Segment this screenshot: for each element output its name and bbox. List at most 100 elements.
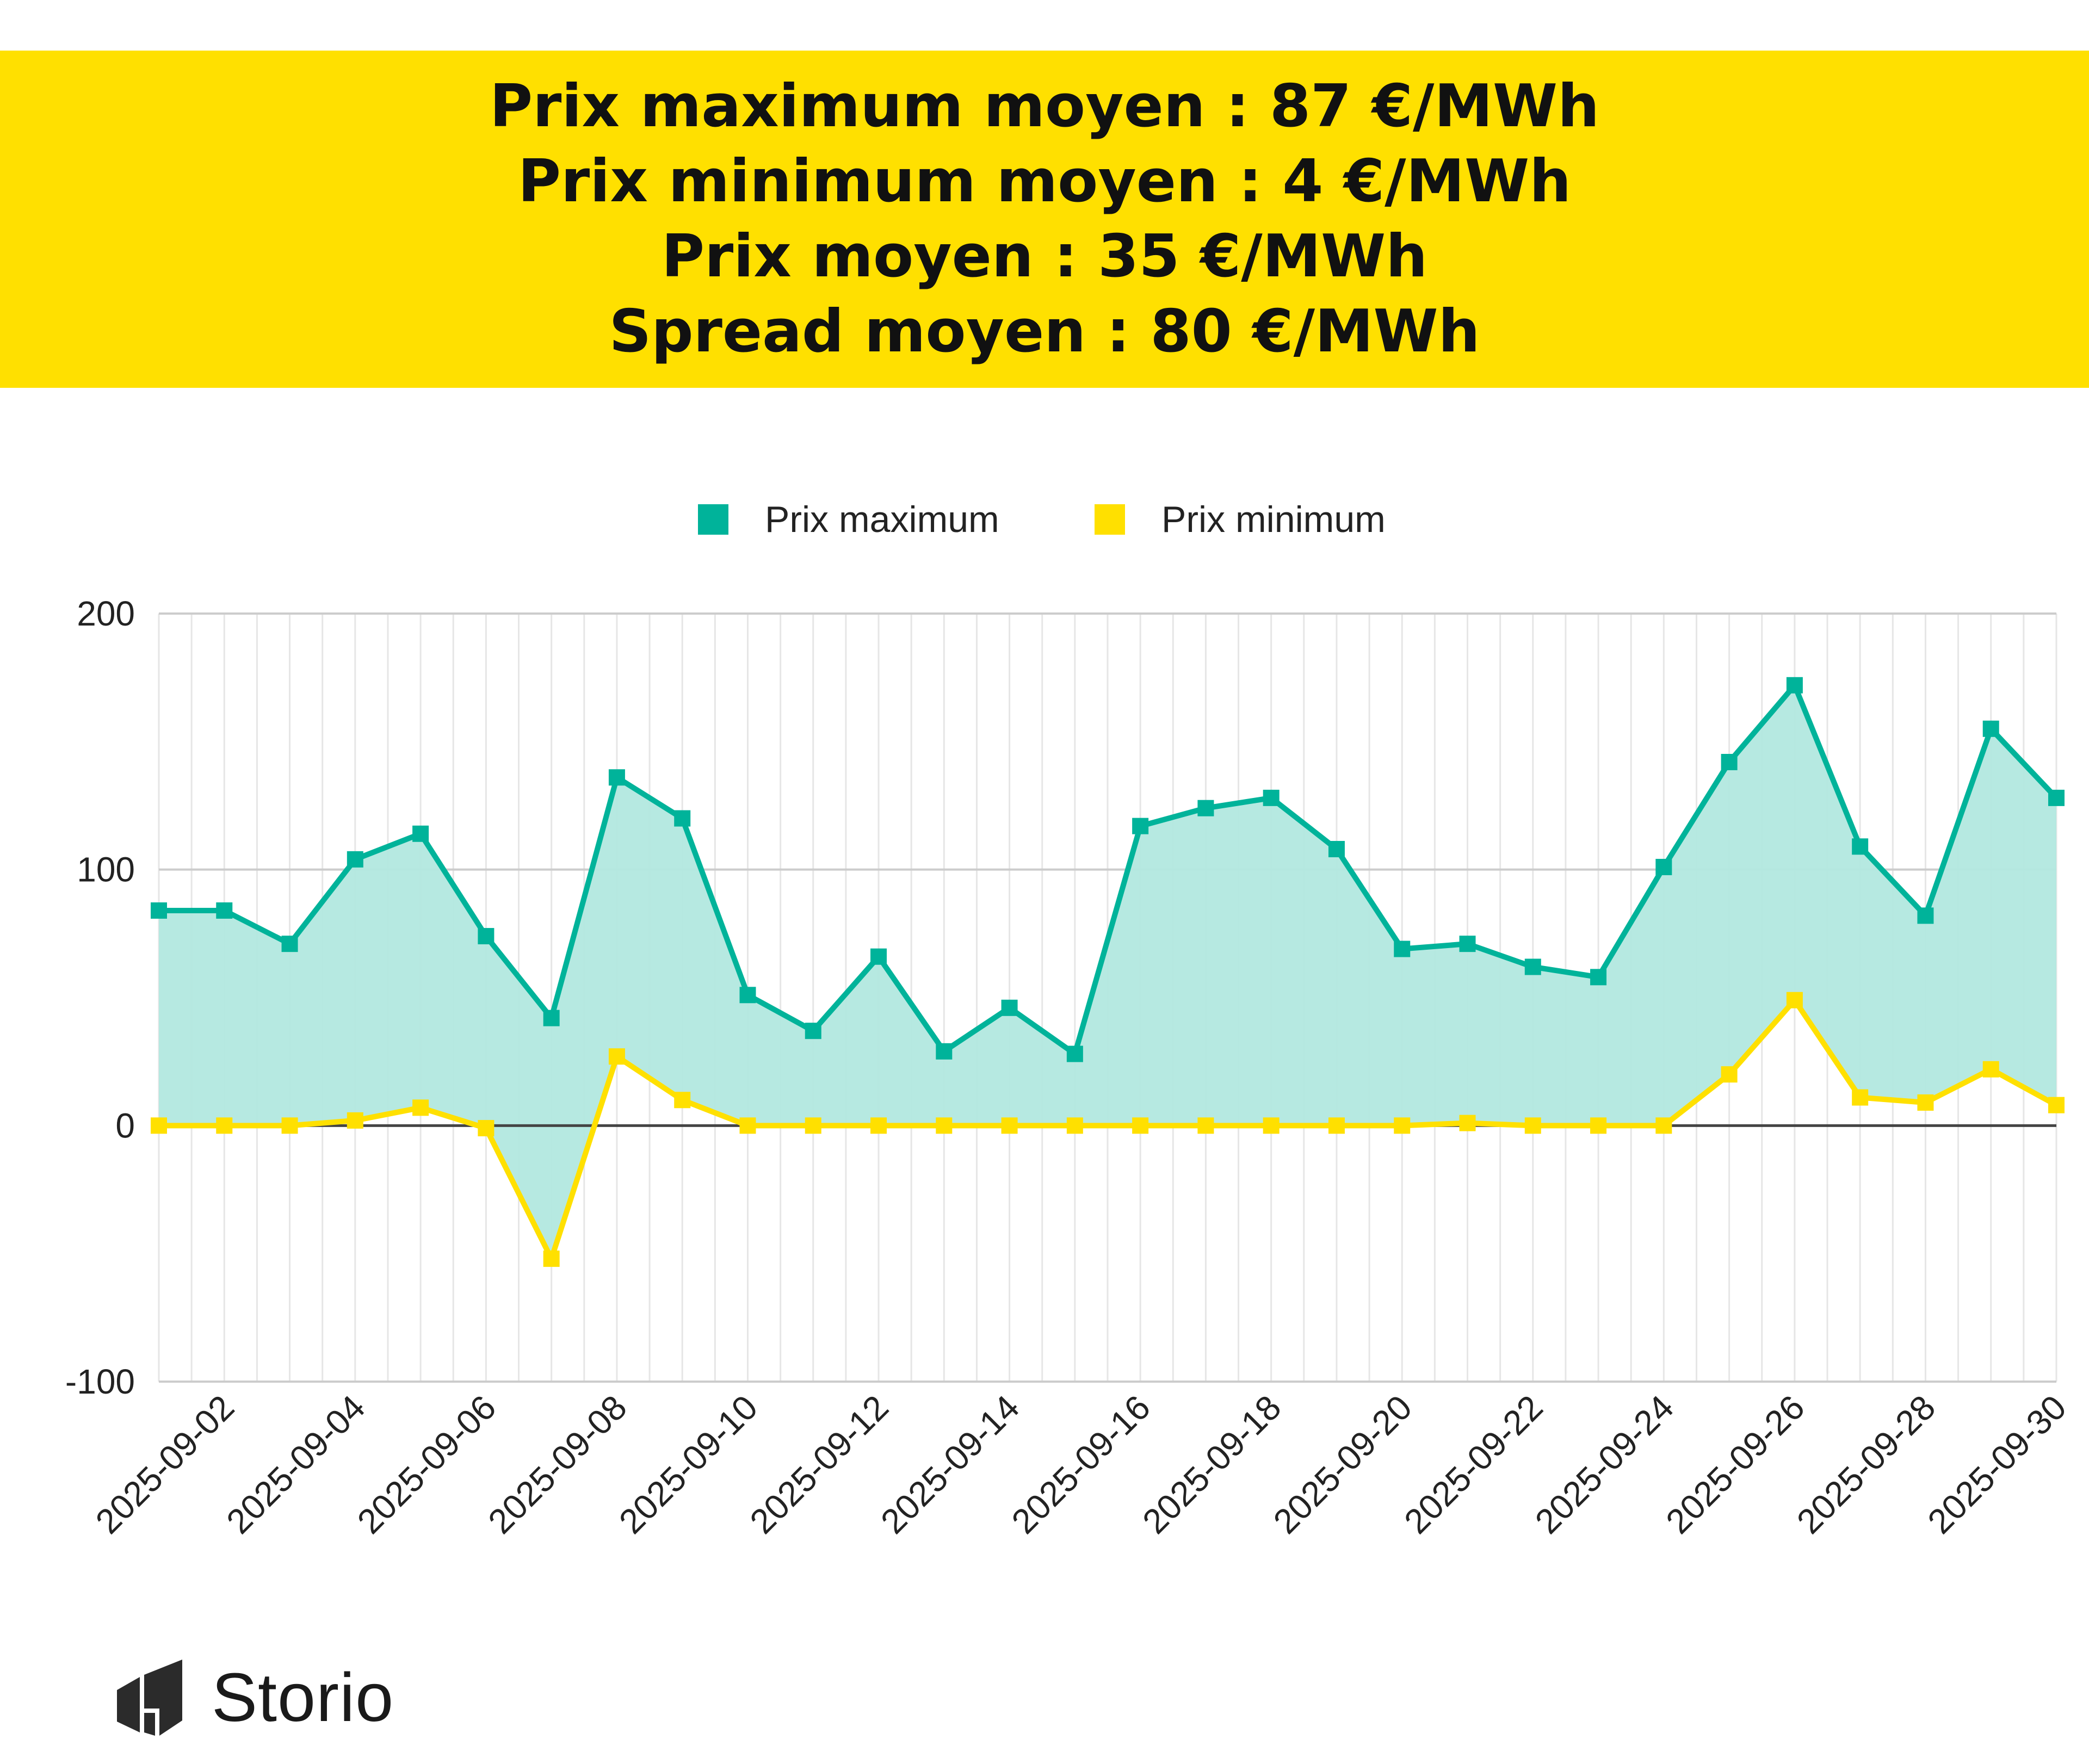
prix-maximum-point (1197, 800, 1214, 816)
y-tick-label: -100 (65, 1362, 135, 1401)
prix-maximum-point (608, 769, 625, 786)
prix-minimum-line (159, 997, 2058, 1262)
prix-minimum-point (1590, 1117, 1607, 1134)
x-tick-label: 2025-09-30 (1920, 1388, 2073, 1541)
x-tick-label: 2025-09-24 (1528, 1388, 1681, 1541)
y-tick-label: 0 (115, 1106, 135, 1145)
x-tick-label: 2025-09-04 (219, 1388, 372, 1541)
prix-maximum-line (159, 682, 2059, 1057)
prix-maximum-point (1721, 753, 1738, 770)
prix-maximum-point (2048, 789, 2065, 806)
prix-minimum-point (412, 1099, 429, 1116)
y-axis-ticks: -100 0 100 200 (65, 594, 135, 1401)
series-points (151, 677, 2065, 1267)
avg-max-price: Prix maximum moyen : 87 €/MWh (490, 72, 1599, 140)
prix-maximum-point (151, 902, 167, 919)
prix-maximum-point (1852, 838, 1869, 855)
spread-fill (159, 685, 2056, 1259)
prix-minimum-point (1001, 1117, 1018, 1134)
prix-maximum-point (1328, 841, 1345, 858)
prix-maximum-point (1655, 858, 1672, 875)
series-lines (159, 682, 2059, 1262)
avg-min-price: Prix minimum moyen : 4 €/MWh (517, 147, 1572, 215)
x-axis-ticks: 2025-09-022025-09-042025-09-062025-09-08… (88, 1388, 2074, 1541)
avg-spread: Spread moyen : 80 €/MWh (609, 298, 1480, 366)
y-tick-label: 100 (77, 850, 135, 889)
x-tick-label: 2025-09-12 (743, 1388, 896, 1541)
prix-maximum-point (1001, 999, 1018, 1016)
avg-price: Prix moyen : 35 €/MWh (661, 222, 1428, 290)
x-tick-label: 2025-09-16 (1004, 1388, 1158, 1541)
y-tick-label: 200 (77, 594, 135, 633)
prix-minimum-point (1852, 1089, 1869, 1106)
prix-minimum-point (870, 1117, 887, 1134)
prix-minimum-point (674, 1092, 691, 1109)
prix-minimum-point (347, 1112, 363, 1129)
x-tick-label: 2025-09-18 (1135, 1388, 1288, 1541)
legend: Prix maximum Prix minimum (698, 499, 1386, 540)
x-tick-label: 2025-09-22 (1396, 1388, 1550, 1541)
prix-maximum-point (674, 810, 691, 827)
prix-maximum-point (1982, 720, 1999, 737)
prix-maximum-point (1590, 969, 1607, 986)
x-tick-label: 2025-09-28 (1789, 1388, 1943, 1541)
x-tick-label: 2025-09-02 (88, 1388, 242, 1541)
prix-maximum-point (739, 987, 756, 1004)
x-tick-label: 2025-09-08 (480, 1388, 634, 1541)
prix-maximum-point (936, 1043, 953, 1060)
prix-maximum-point (478, 928, 495, 945)
prix-minimum-point (216, 1117, 233, 1134)
prix-minimum-point (478, 1120, 495, 1137)
prix-maximum-point (1066, 1045, 1083, 1062)
prix-minimum-point (2048, 1097, 2065, 1113)
prix-minimum-point (1917, 1094, 1934, 1111)
x-tick-label: 2025-09-20 (1266, 1388, 1419, 1541)
prix-maximum-point (412, 825, 429, 842)
prix-maximum-point (281, 936, 298, 952)
summary-banner: Prix maximum moyen : 87 €/MWh Prix minim… (0, 51, 2089, 388)
prix-minimum-point (1197, 1117, 1214, 1134)
legend-label-prix-minimum: Prix minimum (1161, 499, 1386, 540)
prix-maximum-point (1394, 940, 1411, 957)
prix-maximum-point (1263, 789, 1280, 806)
prix-minimum-point (1786, 992, 1803, 1008)
prix-minimum-point (1066, 1117, 1083, 1134)
prix-minimum-point (1328, 1117, 1345, 1134)
prix-maximum-point (543, 1010, 560, 1026)
prix-maximum-point (1459, 936, 1476, 952)
x-tick-label: 2025-09-10 (611, 1388, 765, 1541)
prix-maximum-point (1786, 677, 1803, 694)
prix-minimum-point (805, 1117, 821, 1134)
storio-logo-icon (117, 1660, 182, 1736)
prix-maximum-point (805, 1023, 821, 1039)
x-tick-label: 2025-09-14 (873, 1388, 1027, 1541)
x-tick-label: 2025-09-06 (350, 1388, 503, 1541)
prix-maximum-point (347, 851, 363, 868)
prix-minimum-point (543, 1251, 560, 1267)
prix-maximum-point (1917, 907, 1934, 924)
prix-minimum-point (151, 1117, 167, 1134)
legend-swatch-prix-maximum (698, 504, 728, 535)
prix-minimum-point (739, 1117, 756, 1134)
prix-maximum-point (870, 948, 887, 965)
legend-swatch-prix-minimum (1095, 504, 1125, 535)
x-tick-label: 2025-09-26 (1658, 1388, 1812, 1541)
prix-minimum-point (1721, 1066, 1738, 1083)
prix-minimum-point (281, 1117, 298, 1134)
prix-minimum-point (1394, 1117, 1411, 1134)
prix-minimum-point (608, 1048, 625, 1065)
prix-minimum-point (1524, 1117, 1541, 1134)
prix-minimum-point (1459, 1115, 1476, 1131)
prix-minimum-point (1982, 1061, 1999, 1078)
prix-minimum-point (1655, 1117, 1672, 1134)
legend-label-prix-maximum: Prix maximum (765, 499, 999, 540)
brand-logo: Storio (112, 1654, 394, 1741)
prix-minimum-point (936, 1117, 953, 1134)
prix-minimum-point (1263, 1117, 1280, 1134)
prix-maximum-point (1524, 958, 1541, 975)
prix-maximum-point (1132, 818, 1149, 834)
spread-area (159, 685, 2056, 1259)
brand-name: Storio (212, 1658, 394, 1736)
prix-maximum-point (216, 902, 233, 919)
